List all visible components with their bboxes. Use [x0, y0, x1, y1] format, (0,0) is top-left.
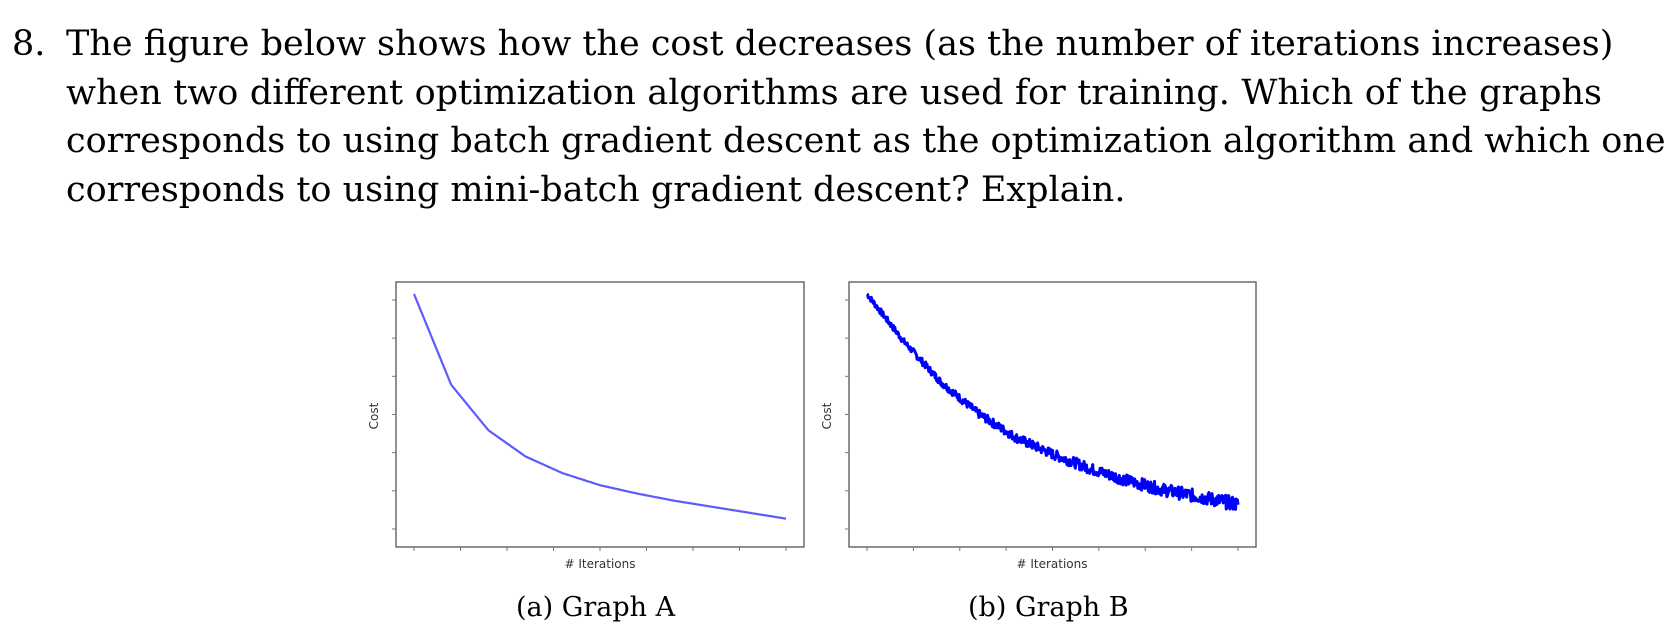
caption-b-title: Graph B — [1014, 592, 1129, 623]
caption-a-label: (a) — [516, 592, 554, 623]
caption-a-title: Graph A — [561, 592, 676, 623]
question-number: 8. — [12, 24, 46, 64]
graph-b-xlabel: # Iterations — [1016, 557, 1087, 571]
caption-graph-b: (b) Graph B — [968, 592, 1129, 623]
caption-b-label: (b) — [968, 592, 1007, 623]
graph-a-ticks — [392, 299, 787, 551]
graph-a-xlabel: # Iterations — [564, 557, 635, 571]
chart-graph-a: # Iterations Cost — [367, 281, 805, 571]
question-line-1: The figure below shows how the cost decr… — [66, 24, 1614, 64]
graph-a-frame — [395, 281, 805, 548]
graph-b-ylabel: Cost — [820, 402, 834, 429]
graph-a-series-line — [412, 293, 787, 520]
graph-b-ticks — [845, 299, 1239, 551]
caption-graph-a: (a) Graph A — [516, 592, 675, 623]
graph-b-series-line — [866, 292, 1240, 511]
question-text: 8. The figure below shows how the cost d… — [12, 20, 1666, 214]
question-line-4: corresponds to using mini-batch gradient… — [66, 169, 1126, 210]
question-line-2: when two different optimization algorith… — [66, 72, 1602, 113]
graph-a-ylabel: Cost — [367, 402, 381, 429]
question-line-3: corresponds to using batch gradient desc… — [66, 121, 1666, 161]
chart-graph-b: # Iterations Cost — [820, 281, 1257, 571]
graph-b-frame — [848, 281, 1257, 548]
